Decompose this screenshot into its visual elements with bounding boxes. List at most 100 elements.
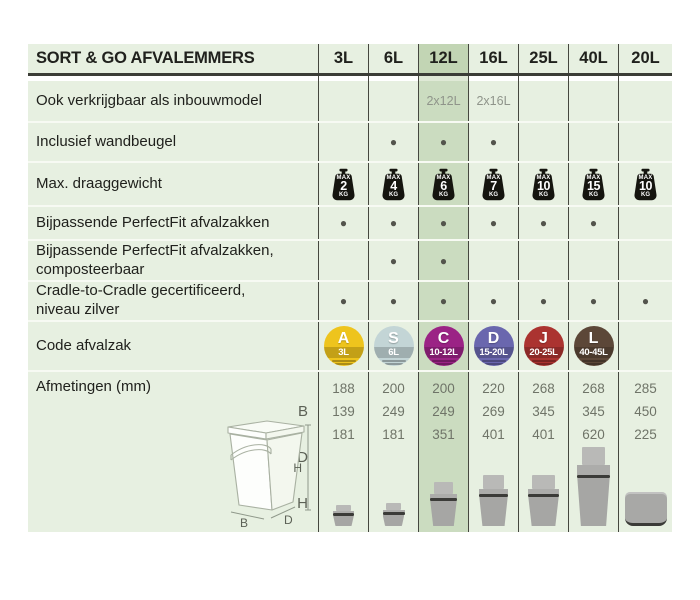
cell-wandbeugel-16l: ● — [468, 123, 518, 161]
max-weight-icon: MAX 10 KG — [632, 168, 659, 201]
cell-perfectfit-25l: ● — [518, 207, 568, 239]
cell-dims-16l: 220 269 401 — [468, 372, 518, 532]
cell-weight-6l: MAX 4 KG — [368, 163, 418, 205]
row-perfectfit: Bijpassende PerfectFit afvalzakken ● ● ●… — [28, 207, 672, 241]
bag-code-badge-l: L 40-45L — [573, 326, 614, 366]
bag-code-range: 20-25L — [523, 347, 564, 358]
weight-value: 10 — [639, 178, 652, 193]
bin-body — [333, 516, 354, 526]
product-comparison-table: SORT & GO AFVALEMMERS 3L 6L 12L 16L 25L … — [28, 44, 672, 532]
dim-letter-d: D — [297, 449, 308, 466]
gap-cell — [518, 76, 568, 81]
dot: ● — [339, 216, 348, 230]
weight-shape-icon — [482, 168, 505, 200]
weight-value: 10 — [537, 178, 550, 193]
diagram-label-h: H — [293, 461, 302, 475]
cell-code-16l: D 15-20L — [468, 322, 518, 370]
weight-max-label: MAX — [336, 174, 351, 181]
column-header-6l: 6L — [368, 44, 418, 73]
bag-code-fineprint — [331, 359, 356, 362]
cell-cradle-40l: ● — [568, 282, 618, 320]
max-weight-icon: MAX 10 KG — [530, 168, 557, 201]
row-label-cradle: Cradle-to-Cradle gecertificeerd, niveau … — [36, 282, 246, 318]
dot: ● — [439, 135, 448, 149]
row-afmetingen: Afmetingen (mm) B D H — [28, 372, 672, 532]
bin-neck — [382, 510, 405, 512]
weight-value: 4 — [390, 178, 397, 193]
dim-d: 450 — [634, 404, 657, 419]
bag-code-range: 10-12L — [423, 347, 464, 358]
cell-wandbeugel-3l — [318, 123, 368, 161]
bag-code-range: 15-20L — [473, 347, 514, 358]
bin-silhouette-20l — [624, 492, 667, 526]
cell-compost-20l — [618, 241, 672, 280]
bag-code-fineprint — [584, 363, 603, 365]
bag-code-range: 40-45L — [573, 347, 614, 358]
dot: ● — [539, 216, 548, 230]
max-weight-icon: MAX 4 KG — [380, 168, 407, 201]
cell-dims-12l: 200 249 351 — [418, 372, 468, 532]
dim-h: 181 — [382, 427, 405, 442]
cell-dims-25l: 268 345 401 — [518, 372, 568, 532]
row-cradle: Cradle-to-Cradle gecertificeerd, niveau … — [28, 282, 672, 322]
row-label-wandbeugel: Inclusief wandbeugel — [36, 132, 177, 150]
weight-shape-icon — [432, 168, 455, 200]
weight-shape-icon — [332, 168, 355, 200]
weight-value: 7 — [490, 178, 497, 193]
bag-code-fineprint — [384, 363, 403, 365]
dim-b: 200 — [382, 381, 405, 396]
column-header-16l: 16L — [468, 44, 518, 73]
dim-h: 351 — [432, 427, 455, 442]
row-label-inbouwmodel: Ook verkrijgbaar als inbouwmodel — [36, 91, 262, 109]
dot: ● — [439, 216, 448, 230]
row-draaggewicht: Max. draaggewicht MAX 2 KG MAX 4 KG MAX … — [28, 163, 672, 207]
cell-compost-3l — [318, 241, 368, 280]
weight-shape-icon — [532, 168, 555, 200]
cell-cradle-16l: ● — [468, 282, 518, 320]
cell-weight-25l: MAX 10 KG — [518, 163, 568, 205]
row-code-afvalzak: Code afvalzak A 3L S 6L C 10-12L — [28, 322, 672, 372]
diagram-label-d: D — [284, 513, 293, 527]
dot: ● — [389, 253, 398, 268]
gap-cell — [468, 76, 518, 81]
bag-code-fineprint — [431, 359, 456, 362]
bag-code-letter: S — [388, 330, 399, 347]
column-header-12l: 12L — [418, 44, 468, 73]
dim-h: 225 — [634, 427, 657, 442]
gap-cell — [368, 76, 418, 81]
weight-max-label: MAX — [436, 174, 451, 181]
column-header-3l: 3L — [318, 44, 368, 73]
table-title: SORT & GO AFVALEMMERS — [36, 49, 255, 68]
max-weight-icon: MAX 6 KG — [430, 168, 457, 201]
cell-compost-25l — [518, 241, 568, 280]
row-label-afmetingen: Afmetingen (mm) B D H — [28, 372, 318, 532]
cell-cradle-20l: ● — [618, 282, 672, 320]
dim-d: 345 — [532, 404, 555, 419]
row-inbouwmodel: Ook verkrijgbaar als inbouwmodel 2x12L 2… — [28, 81, 672, 123]
cell-inbouw-40l — [568, 81, 618, 121]
cell-compost-12l: ● — [418, 241, 468, 280]
bin-band — [430, 498, 457, 501]
gap-cell-highlight — [418, 76, 468, 81]
bin-band — [333, 513, 354, 516]
weight-kg-label: KG — [339, 191, 348, 198]
table-header-row: SORT & GO AFVALEMMERS 3L 6L 12L 16L 25L … — [28, 44, 672, 76]
cell-cradle-3l: ● — [318, 282, 368, 320]
cell-inbouw-20l — [618, 81, 672, 121]
bag-code-letter: D — [487, 330, 500, 347]
bin-neck — [528, 489, 559, 494]
bin-lid — [581, 447, 606, 465]
bin-silhouette-6l — [382, 503, 405, 526]
bin-body — [528, 497, 559, 526]
weight-max-label: MAX — [586, 174, 601, 181]
dot: ● — [389, 216, 398, 230]
inbouw-variant-label: 2x16L — [476, 94, 511, 108]
dot: ● — [539, 294, 548, 308]
cell-wandbeugel-40l — [568, 123, 618, 161]
max-weight-icon: MAX 2 KG — [330, 168, 357, 201]
cell-perfectfit-20l — [618, 207, 672, 239]
weight-shape-icon — [634, 168, 657, 200]
weight-kg-label: KG — [539, 191, 548, 198]
cell-code-3l: A 3L — [318, 322, 368, 370]
bin-silhouette-12l — [430, 482, 457, 526]
